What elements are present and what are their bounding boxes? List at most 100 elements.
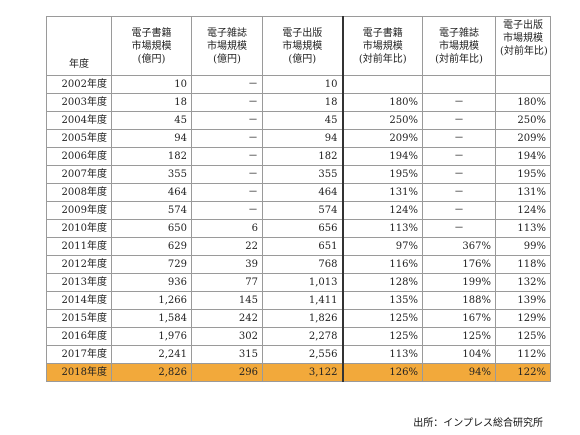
cell-year: 2006年度 [46,147,112,166]
header-epub-yoy: 電子出版 市場規模 (対前年比) [495,16,551,76]
cell-ebook-yoy: 250% [342,111,423,130]
cell-epub-yoy: 180% [495,93,551,112]
cell-ebook-yoy: 116% [342,255,423,274]
cell-epub-size: 1,013 [262,273,344,292]
cell-year: 2016年度 [46,327,112,346]
cell-emag-yoy: 104% [422,345,496,364]
header-row: 年度 電子書籍 市場規模 (億円) 電子雑誌 市場規模 (億円) 電子出版 市場規模 (億円… [46,16,551,76]
cell-ebook-yoy: 113% [342,219,423,238]
cell-ebook-size: 629 [111,237,192,256]
cell-emag-size: 296 [191,363,263,382]
table-row: 2005年度 94 － 94 209% － 209% [46,129,551,148]
cell-ebook-size: 464 [111,183,192,202]
cell-year: 2002年度 [46,75,112,94]
cell-emag-yoy: 94% [422,363,496,382]
cell-epub-yoy: 113% [495,219,551,238]
table-body: 2002年度 10 － 10 2003年度 18 － 18 180% － 180% 2004年度 45 －… [46,75,551,382]
cell-year: 2015年度 [46,309,112,328]
cell-ebook-yoy: 131% [342,183,423,202]
cell-emag-size: － [191,165,263,184]
table-row: 2009年度 574 － 574 124% － 124% [46,201,551,220]
cell-ebook-yoy: 125% [342,309,423,328]
cell-emag-size: 22 [191,237,263,256]
cell-emag-size: 315 [191,345,263,364]
cell-epub-size: 768 [262,255,344,274]
cell-emag-size: － [191,75,263,94]
market-size-table: 年度 電子書籍 市場規模 (億円) 電子雑誌 市場規模 (億円) 電子出版 市場規模 (億円… [46,16,551,382]
cell-emag-yoy: 167% [422,309,496,328]
table-row: 2013年度 936 77 1,013 128% 199% 132% [46,273,551,292]
cell-year: 2005年度 [46,129,112,148]
cell-ebook-size: 10 [111,75,192,94]
cell-emag-size: 242 [191,309,263,328]
cell-epub-yoy: 250% [495,111,551,130]
cell-epub-yoy: 209% [495,129,551,148]
cell-emag-yoy: 188% [422,291,496,310]
cell-epub-size: 94 [262,129,344,148]
cell-emag-yoy: － [422,201,496,220]
cell-ebook-yoy: 97% [342,237,423,256]
cell-ebook-size: 574 [111,201,192,220]
cell-emag-size: 6 [191,219,263,238]
cell-ebook-size: 650 [111,219,192,238]
table-row: 2014年度 1,266 145 1,411 135% 188% 139% [46,291,551,310]
cell-epub-size: 355 [262,165,344,184]
cell-ebook-yoy: 209% [342,129,423,148]
cell-emag-yoy: － [422,165,496,184]
table-row: 2015年度 1,584 242 1,826 125% 167% 129% [46,309,551,328]
table-row: 2017年度 2,241 315 2,556 113% 104% 112% [46,345,551,364]
table-row: 2018年度 2,826 296 3,122 126% 94% 122% [46,363,551,382]
cell-ebook-size: 1,976 [111,327,192,346]
cell-epub-size: 2,556 [262,345,344,364]
cell-epub-size: 464 [262,183,344,202]
cell-emag-yoy: － [422,147,496,166]
cell-year: 2014年度 [46,291,112,310]
cell-epub-size: 574 [262,201,344,220]
cell-emag-yoy: － [422,183,496,202]
cell-emag-size: － [191,183,263,202]
cell-epub-yoy: 132% [495,273,551,292]
cell-ebook-size: 355 [111,165,192,184]
cell-year: 2017年度 [46,345,112,364]
cell-year: 2011年度 [46,237,112,256]
table-row: 2006年度 182 － 182 194% － 194% [46,147,551,166]
cell-year: 2013年度 [46,273,112,292]
cell-emag-size: － [191,93,263,112]
table-row: 2004年度 45 － 45 250% － 250% [46,111,551,130]
table-row: 2003年度 18 － 18 180% － 180% [46,93,551,112]
cell-ebook-yoy: 124% [342,201,423,220]
cell-epub-yoy: 125% [495,327,551,346]
cell-emag-yoy: － [422,93,496,112]
cell-ebook-yoy: 180% [342,93,423,112]
cell-epub-size: 651 [262,237,344,256]
cell-epub-size: 18 [262,93,344,112]
cell-ebook-yoy: 125% [342,327,423,346]
cell-ebook-size: 2,241 [111,345,192,364]
cell-emag-size: 302 [191,327,263,346]
cell-epub-size: 10 [262,75,344,94]
cell-epub-yoy: 194% [495,147,551,166]
cell-emag-yoy: 176% [422,255,496,274]
cell-emag-size: － [191,201,263,220]
cell-year: 2008年度 [46,183,112,202]
header-emag-yoy: 電子雑誌 市場規模 (対前年比) [422,16,496,76]
cell-emag-yoy: － [422,111,496,130]
cell-emag-yoy [422,75,496,94]
cell-ebook-yoy: 195% [342,165,423,184]
cell-epub-yoy: 99% [495,237,551,256]
header-year: 年度 [46,16,112,76]
cell-epub-yoy: 118% [495,255,551,274]
cell-ebook-size: 1,584 [111,309,192,328]
cell-ebook-yoy: 113% [342,345,423,364]
cell-emag-size: － [191,129,263,148]
cell-ebook-yoy: 128% [342,273,423,292]
cell-epub-yoy: 129% [495,309,551,328]
cell-ebook-size: 18 [111,93,192,112]
cell-epub-size: 1,411 [262,291,344,310]
cell-emag-size: 39 [191,255,263,274]
cell-emag-size: 77 [191,273,263,292]
cell-ebook-size: 182 [111,147,192,166]
header-emag: 電子雑誌 市場規模 (億円) [191,16,263,76]
cell-ebook-size: 2,826 [111,363,192,382]
table-row: 2010年度 650 6 656 113% － 113% [46,219,551,238]
